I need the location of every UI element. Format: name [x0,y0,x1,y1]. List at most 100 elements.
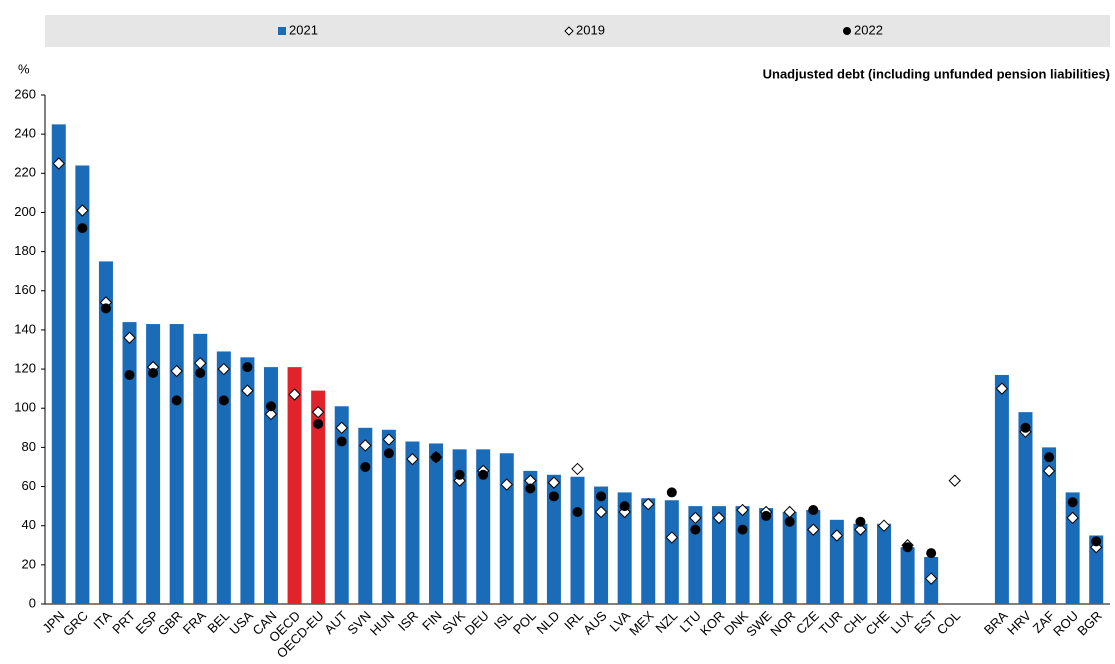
dot-marker [902,542,913,553]
bar [381,429,396,604]
bar [853,523,868,604]
diamond-marker [76,204,89,217]
diamond-marker [642,497,655,511]
bar [358,427,373,604]
diamond-marker [712,511,726,525]
y-tick-label: 200 [14,204,36,219]
diamond-marker [241,384,254,397]
diamond-marker [830,529,844,542]
bar [617,492,632,604]
bar [806,510,821,604]
annotation: Unadjusted debt (including unfunded pens… [763,66,1110,81]
y-tick-label: 80 [22,439,36,454]
x-tick-label: NOR [767,608,798,639]
y-tick-label: 180 [14,243,36,258]
bar [193,333,208,604]
x-tick-label: NZL [652,608,680,636]
diamond-marker [264,407,278,421]
diamond-marker [288,388,301,401]
diamond-marker [406,452,419,466]
dot-marker [690,524,701,535]
dot-marker [926,548,937,559]
bar [523,470,538,604]
diamond-marker [547,476,561,489]
y-axis-label: % [18,61,30,76]
x-tick-label: POL [510,608,539,637]
dot-marker [808,505,819,516]
x-tick-label: NLD [533,608,562,637]
y-tick-label: 20 [22,556,36,571]
y-tick-label: 160 [14,282,36,297]
bar [311,390,326,604]
y-tick-label: 240 [14,126,36,141]
dot-marker [148,367,159,378]
x-tick-label: COL [934,608,964,638]
bar [51,124,66,604]
x-tick-label: ISR [395,608,421,634]
bar [759,508,774,604]
x-tick-label: PRT [109,608,138,637]
x-tick-label: CHE [863,608,893,638]
dot-marker [761,510,772,521]
diamond-marker [170,364,183,378]
dot-marker [1067,497,1078,508]
bar [994,374,1009,604]
x-tick-label: AUS [580,608,610,638]
bar [711,506,726,604]
diamond-marker [689,511,702,525]
legend-label: 2019 [576,22,605,37]
dot-marker [336,436,347,447]
diamond-marker [359,439,372,452]
diamond-marker [618,505,631,519]
bar [900,547,915,604]
dot-marker [1044,452,1055,463]
bar [429,443,444,604]
x-tick-label: USA [226,608,256,638]
bar [122,322,137,604]
bar [877,523,892,604]
legend-swatch [278,27,286,35]
x-tick-label: MEX [626,608,657,639]
bar [1042,447,1057,604]
x-tick-label: BRA [981,608,1011,638]
dot-marker [218,395,229,406]
dot-marker [171,395,182,406]
bar [146,324,161,604]
bar [240,357,255,604]
dot-marker [124,369,135,380]
dot-marker [1020,422,1031,433]
bar [641,498,656,604]
x-tick-label: AUT [321,608,350,637]
diamond-marker [571,462,584,476]
dot-marker [784,516,795,527]
diamond-marker [1066,511,1079,525]
bar [98,261,113,604]
x-tick-label: GBR [155,608,186,639]
diamond-marker [52,157,65,170]
x-tick-label: GRC [60,608,91,639]
dot-marker [525,483,536,494]
x-tick-label: CHL [840,608,869,637]
legend-label: 2021 [289,22,318,37]
bar [476,449,491,604]
diamond-marker [877,519,891,532]
bar [735,506,750,604]
dot-marker [313,418,324,429]
diamond-marker [1042,464,1056,478]
bar [1018,412,1033,604]
dot-marker [619,501,630,512]
diamond-marker [807,523,820,536]
dot-marker [77,223,88,234]
x-tick-label: CZE [793,608,822,637]
x-tick-label: HRV [1004,608,1034,638]
bar [75,165,90,604]
diamond-marker [335,421,348,435]
x-tick-label: KOR [697,608,728,639]
dot-marker [454,469,465,480]
diamond-marker [217,362,231,376]
bar [216,351,231,604]
bar [664,500,679,604]
bar [782,511,797,604]
x-tick-label: LUX [888,608,917,637]
